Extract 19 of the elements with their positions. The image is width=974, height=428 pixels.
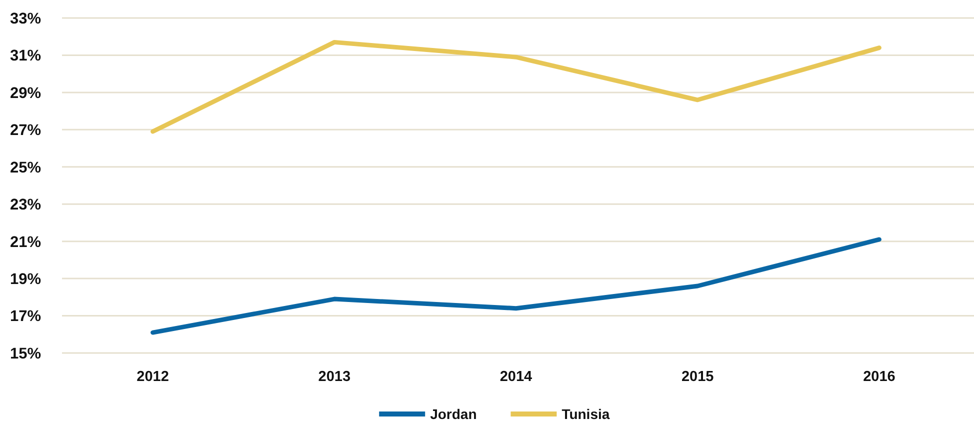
- legend-label: Jordan: [430, 406, 477, 422]
- line-series: [150, 237, 882, 335]
- y-tick-label: 27%: [10, 122, 42, 140]
- line-series: [150, 40, 882, 134]
- y-tick-label: 25%: [10, 159, 42, 176]
- x-tick-label: 2016: [863, 369, 896, 385]
- x-tick-label: 2013: [318, 369, 351, 385]
- x-tick-label: 2015: [681, 369, 714, 385]
- x-tick-label: 2012: [136, 369, 169, 385]
- y-tick-label: 29%: [10, 84, 42, 102]
- y-tick-label: 19%: [10, 270, 42, 288]
- y-tick-label: 31%: [10, 48, 42, 65]
- y-tick-label: 15%: [10, 345, 42, 362]
- x-tick-label: 2014: [500, 369, 532, 385]
- legend-label: Tunisia: [562, 406, 610, 422]
- y-tick-label: 21%: [10, 234, 42, 251]
- y-tick-label: 17%: [10, 308, 42, 326]
- y-tick-label: 23%: [10, 196, 42, 214]
- y-tick-label: 33%: [10, 10, 42, 28]
